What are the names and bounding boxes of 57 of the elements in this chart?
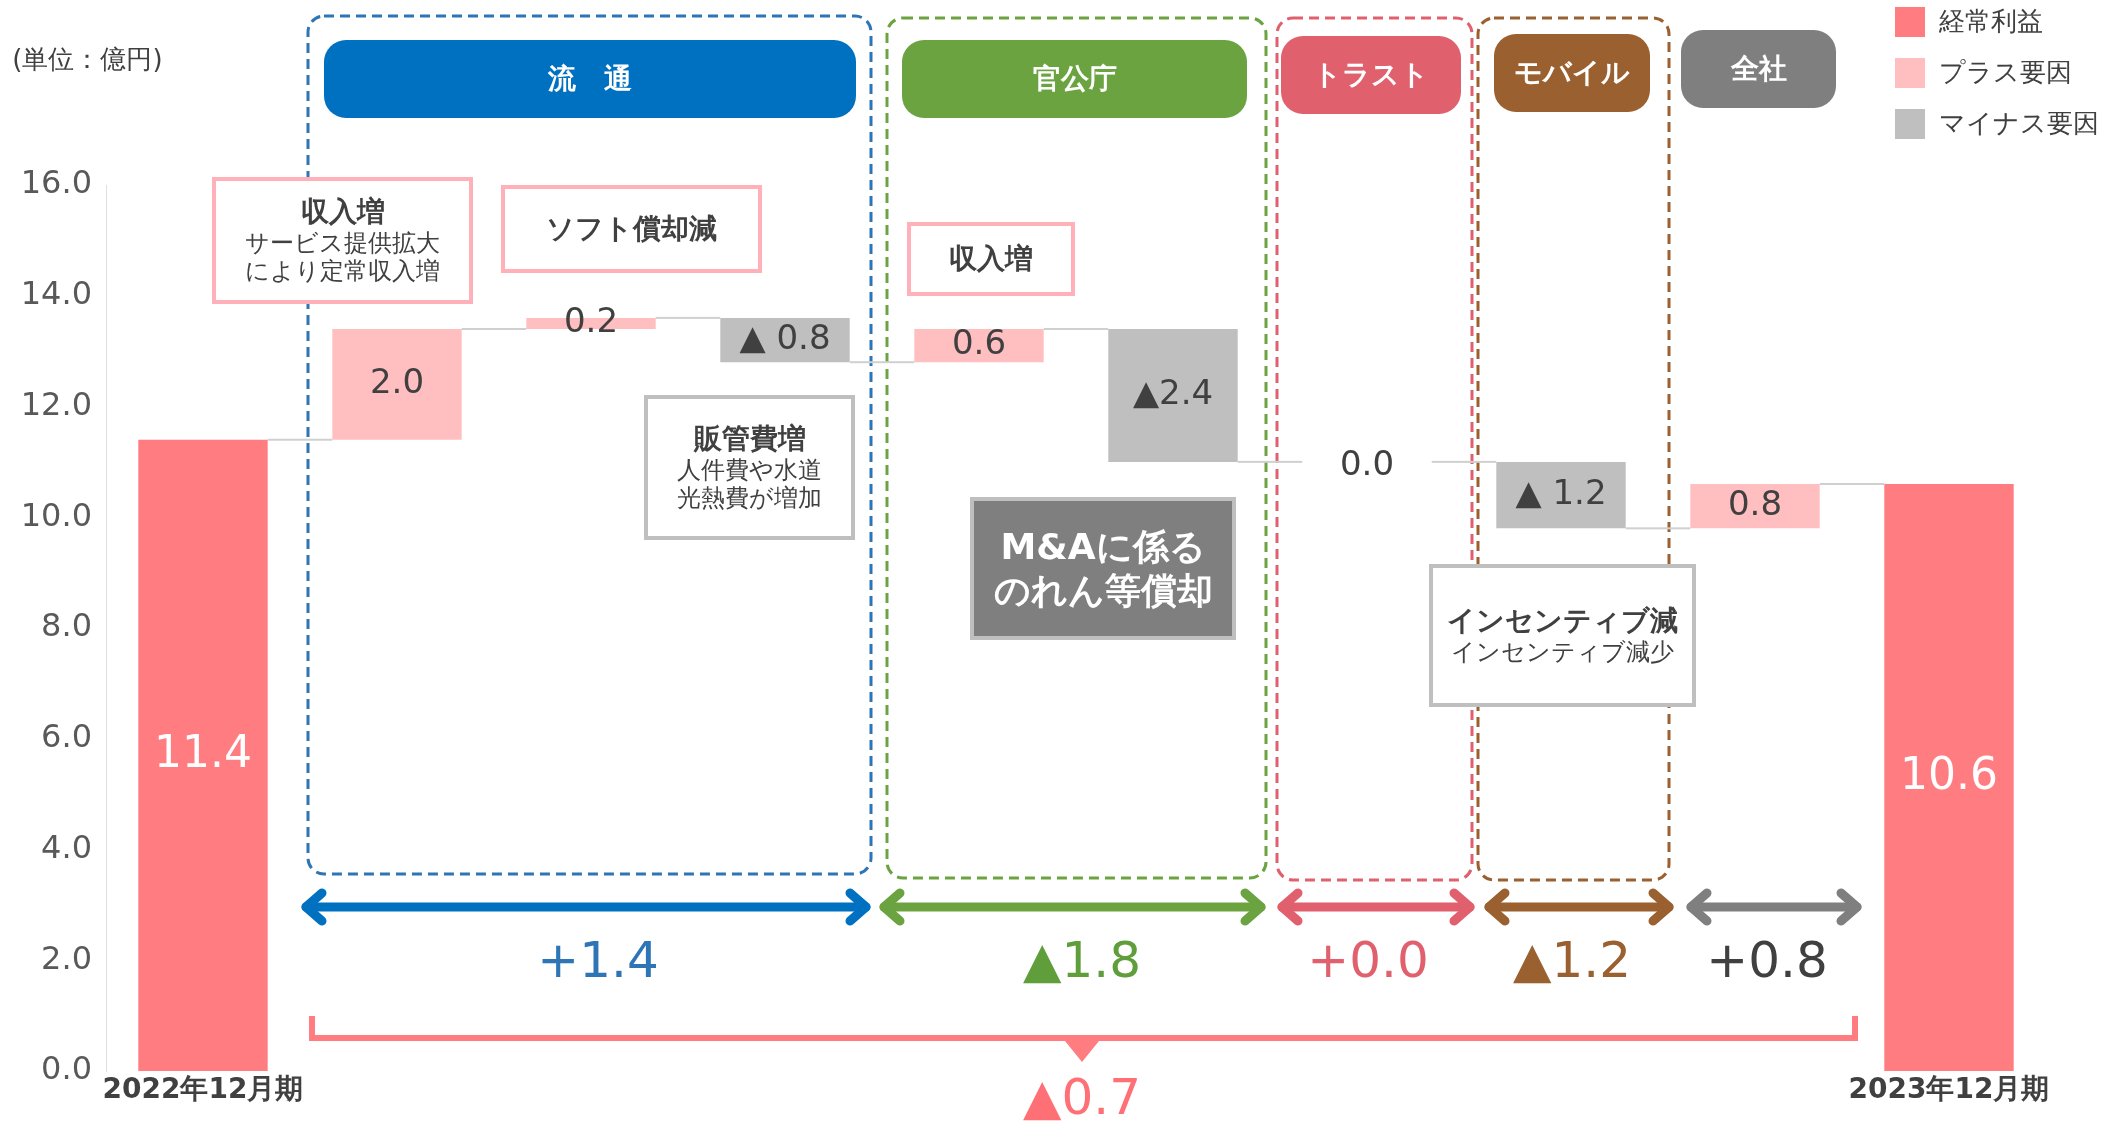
- text: 10.6: [1900, 747, 1998, 799]
- label-box: M&Aに係るのれん等償却: [970, 497, 1236, 640]
- label-box: 収入増: [907, 222, 1075, 296]
- y-tick-label: 6.0: [41, 717, 92, 756]
- label-box: ソフト償却減: [501, 185, 762, 273]
- legend-label: プラス要因: [1939, 56, 2072, 89]
- label-box: 官公庁: [902, 40, 1247, 118]
- annotation: ▲0.7: [1023, 1067, 1141, 1127]
- y-tick-label: 2.0: [41, 938, 92, 977]
- annotation: サービス提供拡大により定常収入増: [244, 228, 441, 287]
- text: ▲ 0.8: [739, 316, 831, 357]
- label-box: 全社: [1681, 30, 1836, 108]
- annotation: +1.4: [537, 930, 659, 990]
- y-tick-label: 8.0: [41, 606, 92, 645]
- text: 0.0: [1339, 442, 1395, 483]
- annotation: ▲1.2: [1513, 930, 1631, 990]
- annotation: ソフト償却減: [546, 212, 717, 246]
- text: 0.2: [563, 300, 619, 341]
- annotation: インセンティブ減少: [1451, 637, 1674, 667]
- bar: [1884, 484, 2014, 1071]
- text: (単位：億円): [12, 44, 163, 76]
- legend-label: マイナス要因: [1939, 107, 2099, 140]
- label-box: 流 通: [324, 40, 856, 118]
- annotation: 販管費増: [693, 421, 806, 456]
- y-tick-label: 12.0: [20, 384, 92, 423]
- bar: [1690, 484, 1820, 529]
- x-tick-label: 2023年12月期: [1848, 1072, 2050, 1106]
- annotation: +0.8: [1706, 930, 1828, 990]
- annotation: M&Aに係るのれん等償却: [992, 525, 1214, 612]
- text: ▲2.4: [1132, 372, 1214, 413]
- annotation: 収入増: [300, 194, 385, 229]
- text: 2.0: [369, 361, 425, 402]
- y-tick-label: 14.0: [20, 274, 92, 313]
- bar: [1496, 461, 1626, 529]
- bar: [138, 439, 268, 1071]
- text: 11.4: [154, 725, 252, 777]
- y-tick-label: 0.0: [41, 1049, 92, 1088]
- bar: [1108, 328, 1238, 462]
- bar: [332, 328, 462, 440]
- text: 0.8: [1727, 483, 1783, 523]
- label-box: トラスト: [1281, 36, 1461, 114]
- y-tick-label: 10.0: [20, 495, 92, 534]
- label-box: インセンティブ減 インセンティブ減少: [1429, 564, 1696, 707]
- annotation: +0.0: [1307, 930, 1429, 990]
- y-tick-label: 4.0: [41, 827, 92, 866]
- annotation: インセンティブ減: [1447, 604, 1678, 638]
- annotation: 収入増: [949, 242, 1033, 276]
- y-tick-label: 16.0: [20, 163, 92, 202]
- label-box: モバイル: [1494, 34, 1650, 112]
- x-tick-label: 2022年12月期: [102, 1072, 304, 1106]
- annotation: ▲1.8: [1023, 930, 1141, 990]
- annotation: 人件費や水道光熱費が増加: [676, 455, 823, 514]
- legend-label: 経常利益: [1939, 5, 2043, 38]
- label-box: 収入増 サービス提供拡大により定常収入増: [212, 177, 473, 304]
- text: 0.6: [951, 322, 1007, 363]
- label-box: 販管費増 人件費や水道光熱費が増加: [644, 395, 855, 540]
- text: ▲ 1.2: [1515, 471, 1607, 512]
